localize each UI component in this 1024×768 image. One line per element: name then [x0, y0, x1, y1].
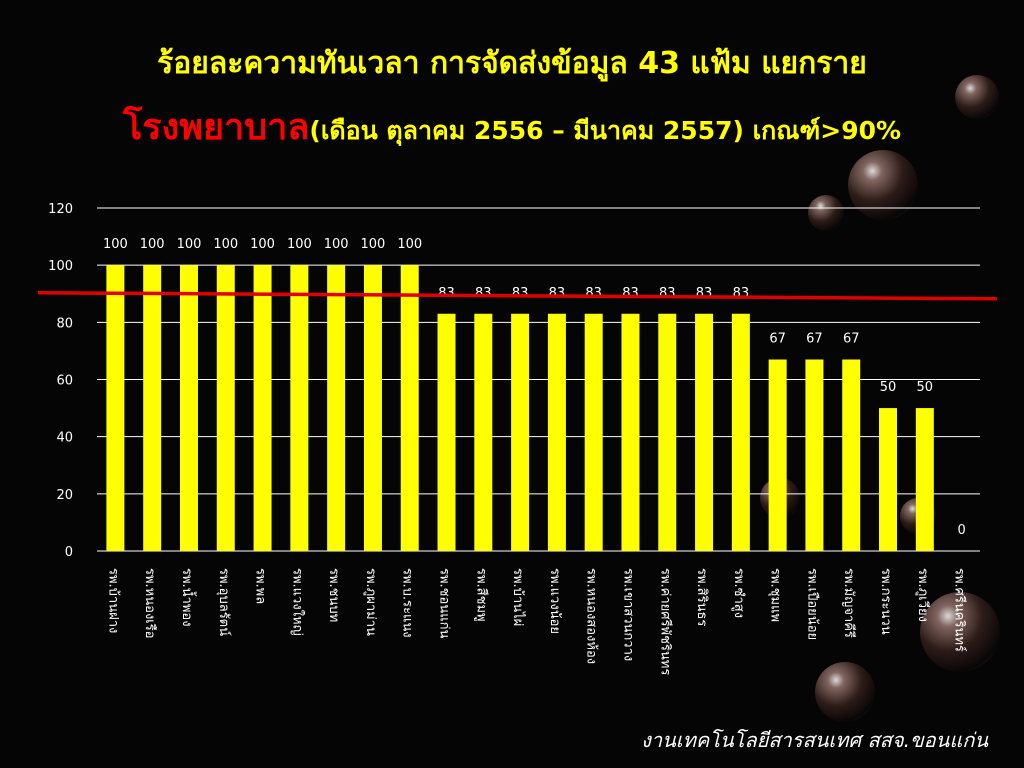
data-label: 67 [843, 331, 860, 346]
y-tick-label: 60 [56, 374, 73, 389]
bar [216, 265, 235, 551]
x-tick-label: รพ.หนองสองห้อง [584, 568, 599, 664]
data-label: 50 [880, 380, 897, 395]
x-tick-label: รพ.ชนบท [326, 568, 341, 622]
data-label: 83 [585, 286, 602, 301]
y-tick-label: 80 [56, 316, 73, 331]
data-label: 83 [475, 286, 492, 301]
bar [805, 359, 824, 551]
bar [842, 359, 861, 551]
footer-credit: งานเทคโนโลยีสารสนเทศ สสจ.ขอนแก่น [641, 728, 988, 752]
bar [511, 313, 530, 551]
data-label: 100 [103, 237, 128, 252]
decorative-bubble [955, 75, 999, 119]
x-tick-label: รพ.ชุมแพ [768, 568, 783, 622]
x-tick-label: รพ.ภูผาม่าน [363, 568, 378, 636]
bar [253, 265, 272, 551]
x-tick-label: รพ.น้ำพอง [179, 568, 197, 627]
bar [474, 313, 493, 551]
y-tick-label: 120 [48, 202, 73, 217]
bar [437, 313, 456, 551]
bar [290, 265, 309, 551]
data-label: 100 [140, 237, 165, 252]
data-label: 100 [177, 237, 202, 252]
chart-title: ร้อยละความทันเวลา การจัดส่งข้อมูล 43 แฟ้… [157, 46, 867, 81]
subtitle-period: (เดือน ตุลาคม 2556 – มีนาคม 2557) เกณฑ์>… [309, 116, 902, 145]
bar [584, 313, 603, 551]
x-tick-label: รพ.หนองเรือ [142, 568, 158, 639]
bar [695, 313, 714, 551]
x-tick-label: รพ.พล [253, 568, 268, 604]
decorative-bubble [808, 195, 844, 231]
x-tick-label: รพ.แวงน้อย [547, 568, 562, 634]
x-tick-label: รพ.สีชมพู [473, 568, 489, 622]
bar [547, 313, 566, 551]
data-label: 67 [806, 331, 823, 346]
y-tick-label: 40 [56, 431, 73, 446]
y-tick-label: 20 [56, 488, 73, 503]
data-label: 100 [287, 237, 312, 252]
data-label: 83 [512, 286, 529, 301]
subtitle-highlight: โรงพยาบาล [122, 107, 310, 148]
x-tick-label: รพ.แวงใหญ่ [289, 568, 305, 636]
x-tick-label: รพ.เปือยน้อย [804, 568, 820, 640]
bar [143, 265, 162, 551]
chart-subtitle: โรงพยาบาล(เดือน ตุลาคม 2556 – มีนาคม 255… [0, 98, 1024, 155]
decorative-bubble [920, 592, 1000, 672]
x-tick-label: รพ.ศรีนครินทร์ [952, 568, 968, 652]
x-tick-label: รพ.อุบลรัตน์ [216, 568, 232, 636]
x-tick-label: รพ.บ้านฝาง [105, 568, 120, 633]
x-tick-label: รพ.บ้านไผ่ [510, 568, 526, 626]
data-label: 0 [957, 523, 965, 538]
data-label: 100 [250, 237, 275, 252]
x-tick-label: รพ.ชอนแก่น [437, 568, 452, 638]
data-label: 100 [361, 237, 386, 252]
data-label: 83 [438, 286, 455, 301]
bar [915, 408, 934, 551]
x-tick-label: รพ.ค่ายศรีพัชรินทร [657, 568, 673, 675]
x-tick-label: รพ.บ.ระแนง [400, 568, 415, 638]
bar [768, 359, 787, 551]
data-label: 100 [324, 237, 349, 252]
bar [400, 265, 419, 551]
data-label: 83 [549, 286, 566, 301]
data-label: 83 [659, 286, 676, 301]
y-tick-label: 100 [48, 259, 73, 274]
bar [731, 313, 750, 551]
bar [879, 408, 898, 551]
decorative-bubble [815, 662, 875, 722]
data-label: 50 [917, 380, 934, 395]
data-label: 100 [397, 237, 422, 252]
x-tick-label: รพ.ภูเวียง [915, 568, 931, 622]
bar [621, 313, 640, 551]
x-tick-label: รพ.กระนวน [878, 568, 893, 635]
bar [106, 265, 125, 551]
y-tick-label: 0 [65, 545, 73, 560]
x-tick-label: รพ.เขาสวนกวาง [620, 568, 635, 661]
bar [363, 265, 382, 551]
x-tick-label: รพ.ซำสูง [731, 568, 746, 618]
data-label: 83 [622, 286, 639, 301]
x-tick-label: รพ.สิรินธร [694, 568, 709, 626]
bar [658, 313, 677, 551]
bar [179, 265, 198, 551]
data-label: 67 [769, 331, 786, 346]
x-tick-label: รพ.มัญจาคีรี [841, 568, 857, 638]
threshold-line [37, 291, 998, 301]
bar [327, 265, 346, 551]
data-label: 100 [213, 237, 238, 252]
